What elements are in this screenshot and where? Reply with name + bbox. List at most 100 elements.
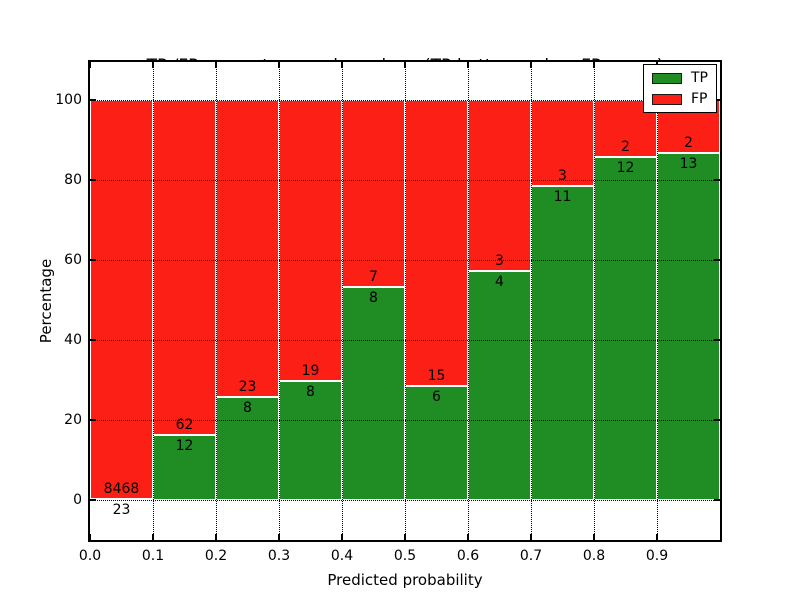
y-tick-label-20: 20 (64, 412, 82, 428)
v-gridline-9 (656, 62, 658, 540)
bar-segment-fp-6 (468, 100, 531, 272)
bar-count-tp-3: 8 (306, 384, 315, 401)
bar-count-fp-1: 62 (175, 417, 194, 434)
x-tick-label-0.0: 0.0 (78, 548, 102, 564)
y-tick-left-60 (90, 259, 96, 261)
bar-count-fp-2: 23 (238, 378, 257, 395)
x-tick-bottom-0.2 (215, 534, 217, 540)
bar-count-fp-5: 15 (427, 367, 446, 384)
y-tick-left-0 (90, 499, 96, 501)
x-tick-top-0.2 (215, 62, 217, 68)
y-tick-right-0 (714, 499, 720, 501)
bar-segment-fp-2 (216, 100, 279, 397)
x-axis-label: Predicted probability (327, 571, 483, 589)
y-tick-right-80 (714, 179, 720, 181)
v-gridline-3 (278, 62, 280, 540)
bar-count-fp-6: 3 (495, 253, 504, 270)
x-tick-label-0.1: 0.1 (141, 548, 165, 564)
v-gridline-2 (215, 62, 217, 540)
bar-count-fp-0: 8468 (103, 480, 140, 497)
y-tick-left-20 (90, 419, 96, 421)
bar-segment-tp-4 (342, 286, 405, 500)
bar-segment-fp-3 (279, 100, 342, 382)
x-tick-bottom-0.0 (89, 534, 91, 540)
legend-entry-fp: FP (652, 92, 708, 106)
y-tick-right-20 (714, 419, 720, 421)
bar-segment-tp-9 (657, 153, 720, 500)
x-tick-bottom-0.5 (404, 534, 406, 540)
y-tick-right-40 (714, 339, 720, 341)
x-tick-bottom-0.4 (341, 534, 343, 540)
bar-count-fp-9: 2 (684, 135, 693, 152)
bar-count-tp-7: 11 (553, 188, 572, 205)
bar-count-tp-4: 8 (369, 289, 378, 306)
bar-count-fp-3: 19 (301, 363, 320, 380)
bar-segment-tp-8 (594, 157, 657, 500)
legend-swatch-fp (652, 93, 682, 105)
bar-count-fp-8: 2 (621, 139, 630, 156)
v-gridline-6 (467, 62, 469, 540)
v-gridline-8 (593, 62, 595, 540)
bar-segment-tp-7 (531, 185, 594, 500)
y-tick-right-60 (714, 259, 720, 261)
x-tick-top-0.4 (341, 62, 343, 68)
x-tick-label-0.9: 0.9 (645, 548, 669, 564)
y-tick-label-100: 100 (55, 92, 82, 108)
bar-segment-fp-1 (153, 100, 216, 436)
x-tick-label-0.4: 0.4 (330, 548, 354, 564)
x-tick-top-0.3 (278, 62, 280, 68)
bar-segment-fp-5 (405, 100, 468, 386)
x-tick-bottom-0.3 (278, 534, 280, 540)
x-tick-top-0.7 (530, 62, 532, 68)
y-tick-label-60: 60 (64, 252, 82, 268)
legend-entry-tp: TP (652, 71, 708, 85)
legend-swatch-tp (652, 72, 682, 84)
bar-count-tp-1: 12 (175, 438, 194, 455)
y-tick-right-100 (714, 99, 720, 101)
bar-segment-fp-4 (342, 100, 405, 287)
y-tick-left-100 (90, 99, 96, 101)
y-tick-left-80 (90, 179, 96, 181)
x-tick-label-0.7: 0.7 (519, 548, 543, 564)
x-tick-bottom-0.9 (656, 534, 658, 540)
bar-segment-tp-1 (153, 435, 216, 500)
bar-count-tp-8: 12 (616, 160, 635, 177)
legend: TP FP (643, 64, 717, 113)
x-tick-label-0.5: 0.5 (393, 548, 417, 564)
v-gridline-4 (341, 62, 343, 540)
x-tick-bottom-0.7 (530, 534, 532, 540)
v-gridline-5 (404, 62, 406, 540)
y-tick-label-80: 80 (64, 172, 82, 188)
x-tick-top-0.0 (89, 62, 91, 68)
y-tick-label-40: 40 (64, 332, 82, 348)
x-tick-top-0.5 (404, 62, 406, 68)
x-tick-label-0.6: 0.6 (456, 548, 480, 564)
y-tick-label-0: 0 (73, 492, 82, 508)
x-tick-label-0.2: 0.2 (204, 548, 228, 564)
bar-count-tp-5: 6 (432, 388, 441, 405)
bar-count-tp-9: 13 (679, 156, 698, 173)
x-tick-label-0.3: 0.3 (267, 548, 291, 564)
y-tick-left-40 (90, 339, 96, 341)
bar-segment-fp-0 (90, 100, 153, 499)
x-tick-label-0.8: 0.8 (582, 548, 606, 564)
bar-segment-fp-7 (531, 100, 594, 186)
x-tick-top-0.8 (593, 62, 595, 68)
x-tick-bottom-0.1 (152, 534, 154, 540)
bar-segment-tp-3 (279, 381, 342, 500)
bar-segment-tp-6 (468, 271, 531, 500)
x-tick-top-0.1 (152, 62, 154, 68)
v-gridline-1 (152, 62, 154, 540)
legend-label-tp: TP (691, 70, 708, 86)
x-tick-top-0.6 (467, 62, 469, 68)
bar-count-fp-4: 7 (369, 268, 378, 285)
v-gridline-7 (530, 62, 532, 540)
bar-count-tp-0: 23 (112, 501, 131, 518)
x-tick-bottom-0.6 (467, 534, 469, 540)
bar-count-tp-6: 4 (495, 274, 504, 291)
plot-area: 8468 23 62 12 23 8 19 8 7 8 15 6 3 4 3 11 2 12 2 13 TP FP (89, 62, 720, 540)
legend-label-fp: FP (691, 91, 708, 107)
bar-segment-tp-2 (216, 396, 279, 500)
x-tick-bottom-0.8 (593, 534, 595, 540)
